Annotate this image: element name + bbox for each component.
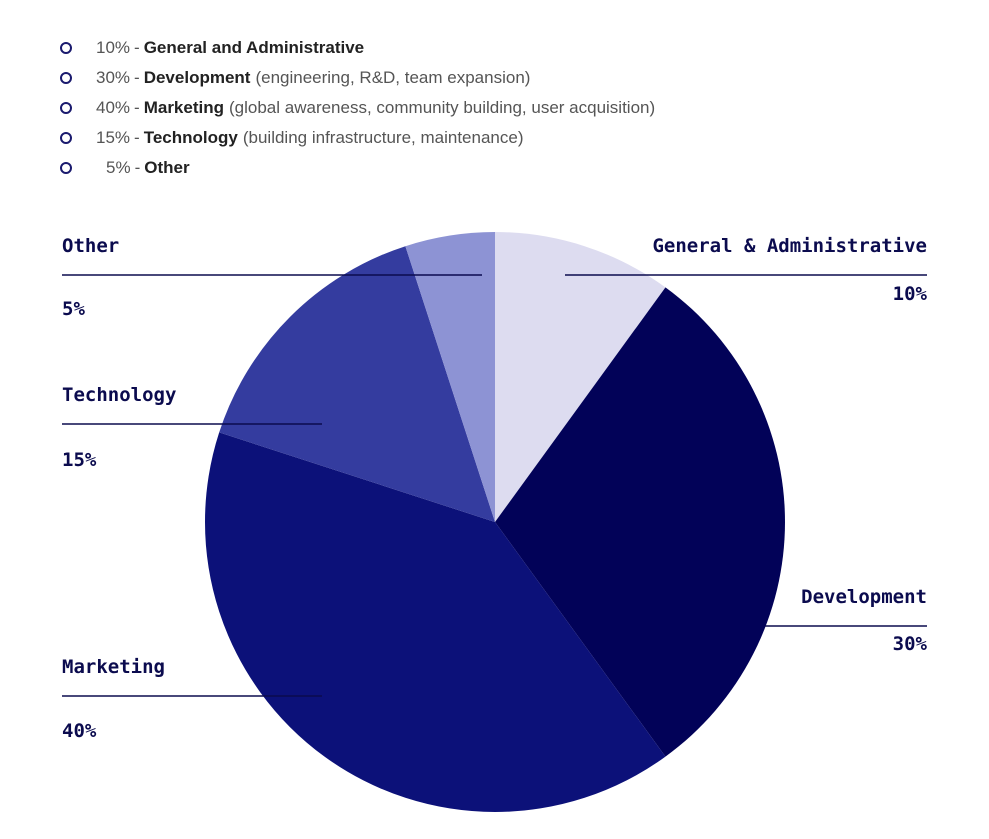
item-detail: (engineering, R&D, team expansion) <box>255 68 531 87</box>
slice-label-general-administrative: General & Administrative <box>652 235 927 257</box>
item-percent: 15% <box>96 128 131 147</box>
slice-value-general-administrative: 10% <box>893 283 928 305</box>
pie-slice-marketing <box>204 432 666 812</box>
item-name: Development <box>143 68 251 87</box>
bullet-icon <box>60 42 72 54</box>
item-percent: 40% <box>96 98 131 117</box>
pie-slice-other <box>405 232 495 522</box>
pie-slice-general-administrative <box>495 232 666 522</box>
allocation-list: 10% - General and Administrative 30% - Devel… <box>60 33 655 183</box>
bullet-icon <box>60 72 72 84</box>
item-detail: (building infrastructure, maintenance) <box>242 128 524 147</box>
bullet-icon <box>60 132 72 144</box>
bullet-icon <box>60 162 72 174</box>
list-item: 15% - Technology (building infrastructure, … <box>60 123 655 153</box>
item-name: General and Administrative <box>143 38 365 57</box>
list-item: 40% - Marketing (global awareness, communit… <box>60 93 655 123</box>
bullet-icon <box>60 102 72 114</box>
slice-label-marketing: Marketing <box>62 656 165 678</box>
slice-value-other: 5% <box>62 298 85 320</box>
list-item: 30% - Development (engineering, R&D, team e… <box>60 63 655 93</box>
slice-label-other: Other <box>62 235 119 257</box>
item-name: Other <box>144 158 190 177</box>
slice-value-development: 30% <box>893 633 928 655</box>
slice-label-technology: Technology <box>62 384 176 406</box>
item-detail: (global awareness, community building, u… <box>229 98 656 117</box>
pie-slice-development <box>495 287 785 757</box>
list-item: 10% - General and Administrative <box>60 33 655 63</box>
list-item: 5% - Other <box>60 153 655 183</box>
slice-value-technology: 15% <box>62 449 97 471</box>
item-name: Marketing <box>143 98 224 117</box>
pie-slice-technology <box>219 246 495 522</box>
item-percent: 10% <box>96 38 131 57</box>
item-name: Technology <box>143 128 238 147</box>
item-percent: 30% <box>96 68 131 87</box>
item-percent: 5% <box>106 158 131 177</box>
slice-value-marketing: 40% <box>62 720 97 742</box>
slice-label-development: Development <box>801 586 927 608</box>
